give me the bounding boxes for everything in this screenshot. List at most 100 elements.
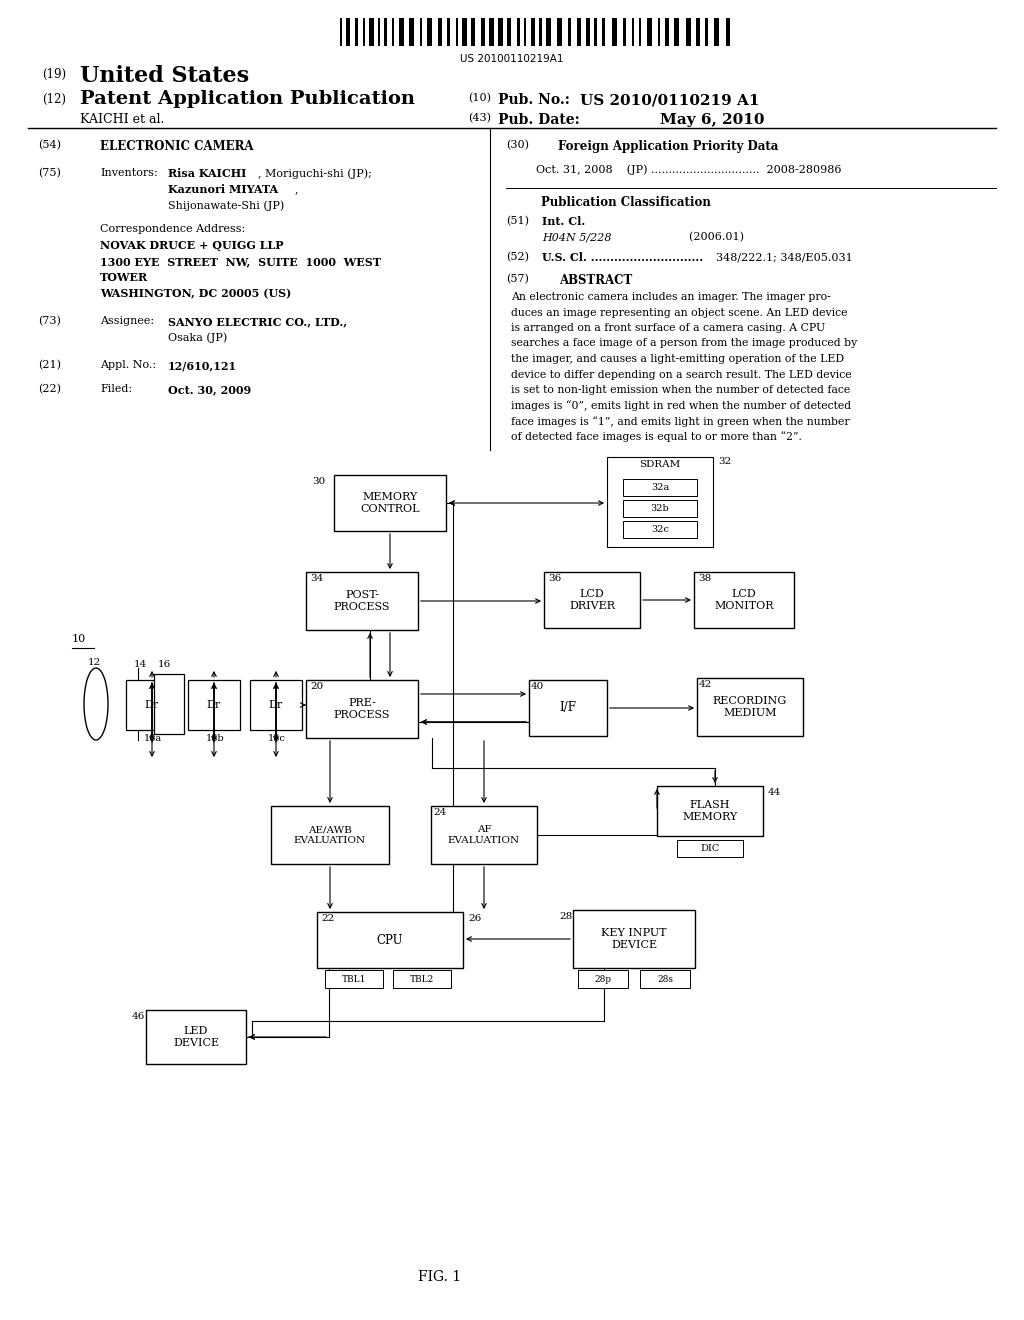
Bar bbox=[686, 18, 691, 46]
Bar bbox=[696, 18, 700, 46]
Bar bbox=[489, 18, 494, 46]
Text: MEMORY
CONTROL: MEMORY CONTROL bbox=[360, 492, 420, 513]
Text: PRE-
PROCESS: PRE- PROCESS bbox=[334, 698, 390, 719]
Text: 32b: 32b bbox=[650, 504, 670, 513]
Text: 348/222.1; 348/E05.031: 348/222.1; 348/E05.031 bbox=[716, 252, 853, 261]
Text: (57): (57) bbox=[506, 275, 528, 284]
Bar bbox=[529, 680, 607, 737]
Text: 32c: 32c bbox=[651, 525, 669, 535]
Ellipse shape bbox=[84, 668, 108, 741]
Text: is arranged on a front surface of a camera casing. A CPU: is arranged on a front surface of a came… bbox=[511, 323, 825, 333]
Bar bbox=[623, 479, 697, 496]
Text: FLASH
MEMORY: FLASH MEMORY bbox=[682, 800, 737, 822]
Bar bbox=[154, 675, 184, 734]
Bar bbox=[658, 18, 660, 46]
Bar bbox=[607, 457, 713, 546]
Bar bbox=[639, 18, 641, 46]
Text: TBL1: TBL1 bbox=[342, 974, 367, 983]
Bar bbox=[306, 680, 418, 738]
Text: SANYO ELECTRIC CO., LTD.,: SANYO ELECTRIC CO., LTD., bbox=[168, 315, 347, 327]
Text: Kazunori MIYATA: Kazunori MIYATA bbox=[168, 183, 279, 195]
Bar bbox=[250, 680, 302, 730]
Text: Foreign Application Priority Data: Foreign Application Priority Data bbox=[558, 140, 778, 153]
Bar bbox=[271, 807, 389, 865]
Text: 12: 12 bbox=[88, 657, 101, 667]
Text: ELECTRONIC CAMERA: ELECTRONIC CAMERA bbox=[100, 140, 254, 153]
Text: Pub. No.:: Pub. No.: bbox=[498, 92, 570, 107]
Text: of detected face images is equal to or more than “2”.: of detected face images is equal to or m… bbox=[511, 432, 802, 442]
Text: 12/610,121: 12/610,121 bbox=[168, 360, 238, 371]
Text: 16: 16 bbox=[158, 660, 171, 669]
Text: 28s: 28s bbox=[657, 974, 673, 983]
Bar bbox=[355, 18, 358, 46]
Text: 30: 30 bbox=[312, 477, 326, 486]
Text: duces an image representing an object scene. An LED device: duces an image representing an object sc… bbox=[511, 308, 848, 318]
Text: Oct. 30, 2009: Oct. 30, 2009 bbox=[168, 384, 251, 395]
Bar bbox=[647, 18, 652, 46]
Text: 24: 24 bbox=[433, 808, 446, 817]
Bar bbox=[306, 572, 418, 630]
Text: 40: 40 bbox=[531, 682, 544, 690]
Text: 42: 42 bbox=[699, 680, 713, 689]
Text: May 6, 2010: May 6, 2010 bbox=[660, 114, 765, 127]
Text: AF
EVALUATION: AF EVALUATION bbox=[447, 825, 520, 845]
Text: Dr: Dr bbox=[207, 700, 221, 710]
Bar bbox=[539, 18, 542, 46]
Text: DIC: DIC bbox=[700, 843, 720, 853]
Text: POST-
PROCESS: POST- PROCESS bbox=[334, 590, 390, 611]
Text: NOVAK DRUCE + QUIGG LLP: NOVAK DRUCE + QUIGG LLP bbox=[100, 240, 284, 251]
Text: U.S. Cl. .............................: U.S. Cl. ............................. bbox=[542, 252, 703, 263]
Text: (21): (21) bbox=[38, 360, 61, 371]
Text: 46: 46 bbox=[132, 1012, 145, 1020]
Bar bbox=[568, 18, 571, 46]
Bar bbox=[557, 18, 562, 46]
Bar bbox=[623, 500, 697, 517]
Bar bbox=[694, 572, 794, 628]
Text: device to differ depending on a search result. The LED device: device to differ depending on a search r… bbox=[511, 370, 852, 380]
Text: LCD
MONITOR: LCD MONITOR bbox=[715, 589, 774, 611]
Bar bbox=[334, 475, 446, 531]
Text: (10): (10) bbox=[468, 92, 490, 103]
Bar bbox=[665, 18, 669, 46]
Bar bbox=[188, 680, 240, 730]
Text: AE/AWB
EVALUATION: AE/AWB EVALUATION bbox=[294, 825, 366, 845]
Text: Risa KAICHI: Risa KAICHI bbox=[168, 168, 247, 180]
Text: (2006.01): (2006.01) bbox=[662, 232, 744, 243]
Text: 22: 22 bbox=[321, 913, 334, 923]
Text: 26: 26 bbox=[468, 913, 481, 923]
Text: 28: 28 bbox=[559, 912, 572, 921]
Text: Appl. No.:: Appl. No.: bbox=[100, 360, 156, 370]
Bar bbox=[531, 18, 535, 46]
Text: 38: 38 bbox=[698, 574, 712, 583]
Bar bbox=[623, 18, 626, 46]
Text: H04N 5/228: H04N 5/228 bbox=[542, 232, 611, 242]
Bar bbox=[427, 18, 432, 46]
Text: (19): (19) bbox=[42, 69, 67, 81]
Bar bbox=[612, 18, 617, 46]
Text: TBL2: TBL2 bbox=[410, 974, 434, 983]
Bar bbox=[524, 18, 526, 46]
Bar bbox=[471, 18, 475, 46]
Bar bbox=[578, 970, 628, 987]
Bar bbox=[714, 18, 719, 46]
Bar bbox=[378, 18, 380, 46]
Text: 44: 44 bbox=[768, 788, 781, 797]
Bar bbox=[456, 18, 458, 46]
Bar bbox=[146, 1010, 246, 1064]
Bar bbox=[399, 18, 404, 46]
Text: Int. Cl.: Int. Cl. bbox=[542, 216, 586, 227]
Bar bbox=[697, 678, 803, 737]
Text: searches a face image of a person from the image produced by: searches a face image of a person from t… bbox=[511, 338, 857, 348]
Text: (51): (51) bbox=[506, 216, 529, 226]
Text: TOWER: TOWER bbox=[100, 272, 148, 282]
Text: Oct. 31, 2008    (JP) ...............................  2008-280986: Oct. 31, 2008 (JP) .....................… bbox=[536, 164, 842, 174]
Text: 28p: 28p bbox=[595, 974, 611, 983]
Text: LCD
DRIVER: LCD DRIVER bbox=[569, 589, 615, 611]
Bar bbox=[340, 18, 342, 46]
Text: Osaka (JP): Osaka (JP) bbox=[168, 333, 227, 343]
Text: United States: United States bbox=[80, 65, 249, 87]
Text: Pub. Date:: Pub. Date: bbox=[498, 114, 580, 127]
Text: US 2010/0110219 A1: US 2010/0110219 A1 bbox=[580, 92, 760, 107]
Bar bbox=[594, 18, 597, 46]
Text: face images is “1”, and emits light in green when the number: face images is “1”, and emits light in g… bbox=[511, 416, 850, 426]
